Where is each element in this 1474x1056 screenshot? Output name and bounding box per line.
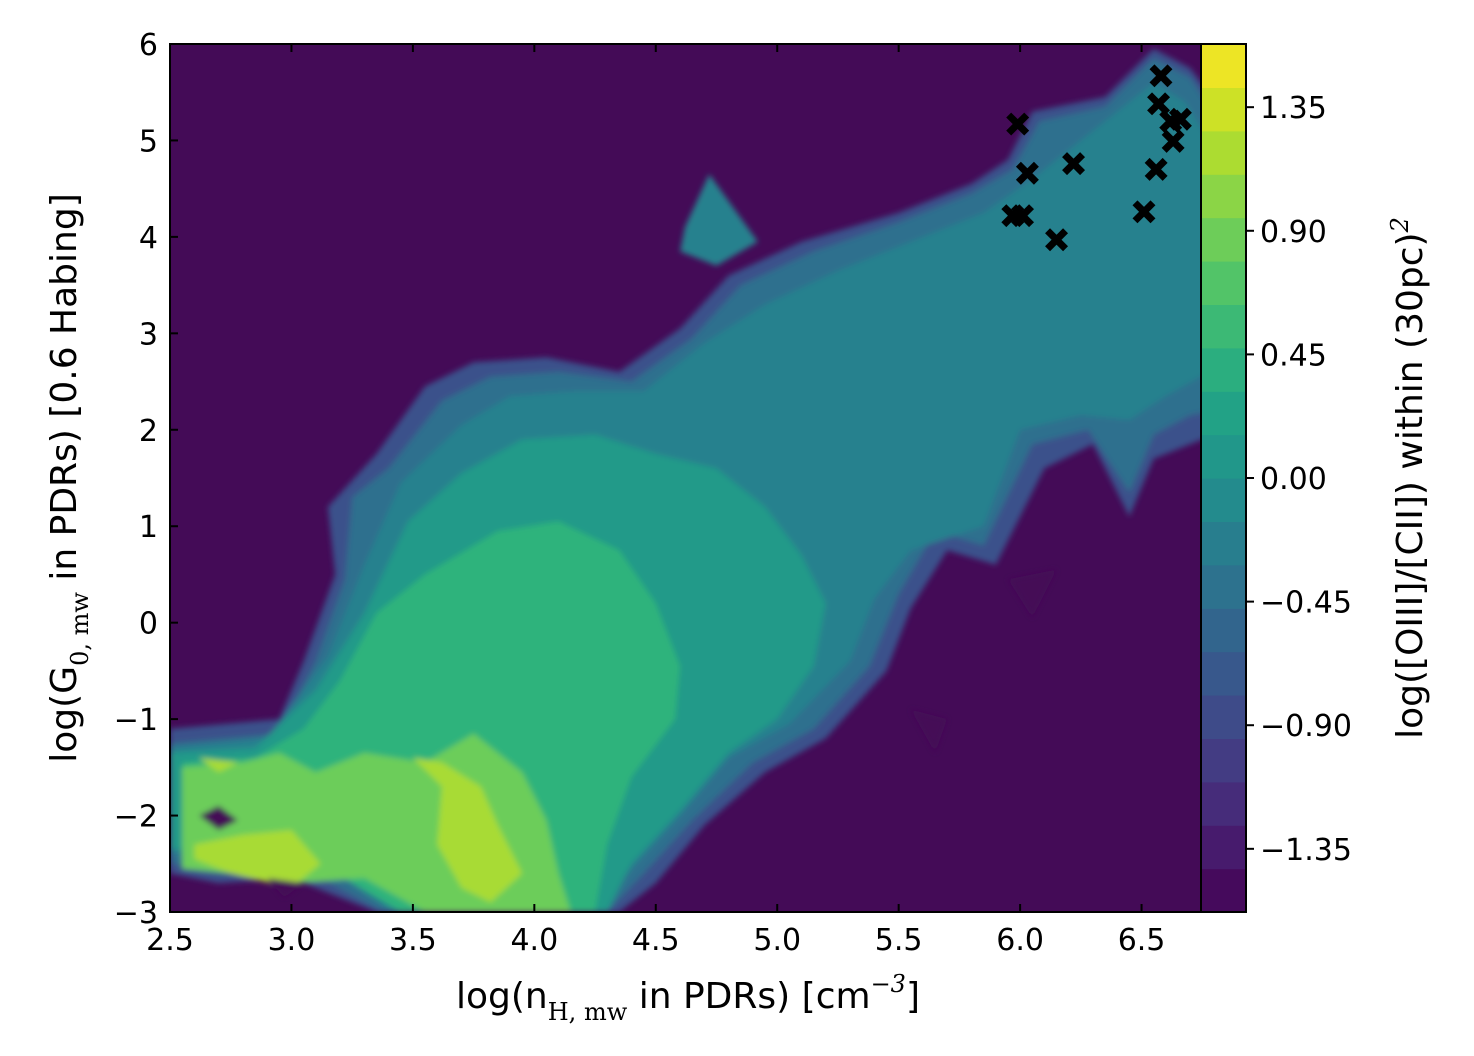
colorbar-label-superscript: 2 (1386, 217, 1414, 233)
colorbar-band-5 (1201, 651, 1246, 696)
colorbar-band-4 (1201, 695, 1246, 739)
y-axis-label-prefix: log(G (44, 666, 85, 763)
x-tick-label-6: 5.5 (875, 923, 923, 958)
colorbar-band-11 (1201, 391, 1246, 436)
x-axis-label-subscript: H, mw (548, 998, 628, 1026)
colorbar-band-6 (1201, 608, 1246, 653)
contour-hole-0 (199, 805, 238, 830)
y-axis-label: log(G0, mw in PDRs) [0.6 Habing] (44, 193, 94, 763)
contour-region-yellow-green-top (199, 757, 238, 773)
contour-hole-2 (1008, 569, 1057, 618)
colorbar-band-15 (1201, 217, 1246, 262)
y-tick-label-5: 2 (139, 414, 158, 449)
marker-group (1001, 64, 1192, 252)
x-tick-label-1: 3.0 (268, 923, 316, 958)
colorbar-bands (1201, 44, 1246, 913)
contour-region-yellow-green-mid (412, 757, 523, 903)
contour-region-upper-bump (680, 174, 758, 266)
x-axis-label-suffix: in PDRs) [cm (627, 976, 870, 1017)
y-tick-label-0: −3 (114, 896, 158, 931)
x-marker-2 (1006, 112, 1030, 136)
x-marker-9 (1149, 64, 1173, 88)
colorbar-band-3 (1201, 738, 1246, 783)
colorbar-band-1 (1201, 825, 1246, 870)
colorbar-tick-label-6: −1.35 (1260, 833, 1352, 868)
colorbar-tick-label-1: 0.90 (1260, 215, 1327, 250)
colorbar-band-14 (1201, 261, 1246, 305)
colorbar-band-8 (1201, 521, 1246, 566)
y-axis-label-suffix: in PDRs) [0.6 Habing] (44, 193, 85, 592)
colorbar-band-2 (1201, 781, 1246, 826)
y-tick-label-7: 4 (139, 221, 158, 256)
x-tick-label-7: 6.0 (996, 923, 1044, 958)
x-axis-label-end: ] (906, 976, 920, 1017)
colorbar-tick-label-4: −0.45 (1260, 586, 1352, 621)
x-marker-8 (1147, 92, 1171, 116)
contour-hole-1 (267, 878, 304, 898)
colorbar-band-10 (1201, 434, 1246, 479)
colorbar-tick-label-2: 0.45 (1260, 338, 1327, 373)
colorbar-tick-label-3: 0.00 (1260, 462, 1327, 497)
x-marker-12 (1168, 107, 1192, 131)
contour-region-yellow-green-left (194, 830, 321, 888)
colorbar: 1.35 0.90 0.45 0.00 −0.45 −0.90 −1.35 (1200, 43, 1352, 913)
y-tick-label-8: 5 (139, 124, 158, 159)
colorbar-band-16 (1201, 174, 1246, 219)
colorbar-band-19 (1201, 44, 1246, 88)
x-marker-11 (1161, 129, 1185, 153)
colorbar-label: log([OIII]/[CII]) within (30pc)2 (1386, 217, 1431, 739)
x-marker-1 (1011, 204, 1035, 228)
contour-hole-3 (910, 709, 948, 753)
colorbar-tick-label-0: 1.35 (1260, 91, 1327, 126)
y-tick-label-6: 3 (139, 317, 158, 352)
colorbar-band-18 (1201, 87, 1246, 132)
colorbar-band-17 (1201, 130, 1246, 175)
y-tick-label-3: 0 (139, 607, 158, 642)
y-tick-label-9: 6 (139, 28, 158, 63)
plot-frame (169, 43, 1247, 913)
x-marker-7 (1144, 157, 1168, 181)
x-tick-label-4: 4.5 (632, 923, 680, 958)
colorbar-band-0 (1201, 868, 1246, 913)
colorbar-band-13 (1201, 304, 1246, 349)
colorbar-tick-label-5: −0.90 (1260, 709, 1352, 744)
x-axis-ticks: 2.5 3.0 3.5 4.0 4.5 5.0 5.5 6.0 6.5 (146, 44, 1165, 958)
x-marker-4 (1045, 228, 1069, 252)
x-marker-5 (1062, 152, 1086, 176)
y-axis-ticks: −3 −2 −1 0 1 2 3 4 5 6 (114, 28, 178, 931)
x-axis-label-prefix: log(n (456, 976, 548, 1017)
y-tick-label-1: −2 (114, 800, 158, 835)
plot-area (170, 44, 1246, 912)
x-tick-label-0: 2.5 (146, 923, 194, 958)
x-axis-label-superscript: −3 (871, 970, 906, 998)
x-tick-label-5: 5.0 (753, 923, 801, 958)
y-axis-label-subscript: 0, mw (66, 592, 94, 666)
y-tick-label-4: 1 (139, 510, 158, 545)
colorbar-band-9 (1201, 478, 1246, 522)
colorbar-label-text: log([OIII]/[CII]) within (30pc) (1390, 232, 1431, 738)
colorbar-ticks: 1.35 0.90 0.45 0.00 −0.45 −0.90 −1.35 (1246, 91, 1352, 868)
x-axis-label: log(nH, mw in PDRs) [cm−3] (456, 970, 920, 1026)
x-tick-label-2: 3.5 (389, 923, 437, 958)
colorbar-band-12 (1201, 347, 1246, 392)
x-marker-6 (1132, 200, 1156, 224)
contour-regions (170, 48, 1246, 912)
y-tick-label-2: −1 (114, 703, 158, 738)
x-tick-label-3: 4.0 (510, 923, 558, 958)
x-marker-3 (1015, 161, 1039, 185)
x-tick-label-8: 6.5 (1118, 923, 1166, 958)
colorbar-band-7 (1201, 564, 1246, 609)
